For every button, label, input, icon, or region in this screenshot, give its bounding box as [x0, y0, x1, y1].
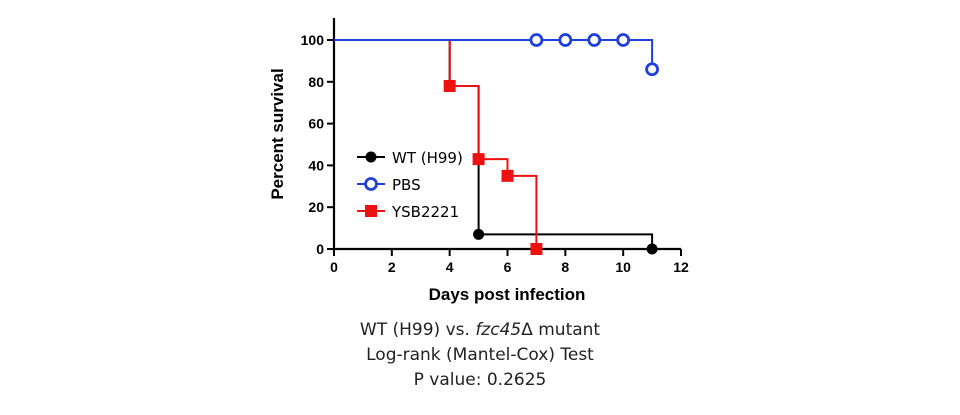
legend-label: PBS [392, 176, 421, 194]
x-tick-label: 12 [673, 259, 689, 275]
x-axis-label: Days post infection [429, 285, 586, 304]
data-point [587, 33, 602, 47]
y-tick-label: 80 [308, 74, 324, 90]
legend-label: WT (H99) [392, 149, 463, 167]
data-point [529, 33, 544, 47]
y-tick-label: 0 [316, 241, 324, 257]
survival-chart: 0 20 40 60 80 100 0 2 4 6 8 10 12 WT (H99) PBS YSB2221… [268, 18, 689, 304]
y-tick-label: 100 [301, 32, 325, 48]
caption-gene-name: fzc45 [475, 320, 522, 340]
caption-comparison: WT (H99) vs. fzc45Δ mutant [0, 320, 960, 340]
y-tick-label: 60 [308, 116, 324, 132]
x-tick-label: 4 [446, 259, 454, 275]
x-tick-label: 8 [561, 259, 569, 275]
legend-marker [365, 205, 377, 217]
caption-test-name: Log-rank (Mantel-Cox) Test [366, 345, 594, 365]
y-tick-label: 20 [308, 199, 324, 215]
legend-marker [365, 151, 377, 163]
series-line [334, 39, 654, 70]
data-point [473, 228, 485, 240]
data-point [530, 243, 543, 255]
y-axis-label: Percent survival [268, 68, 287, 199]
data-point [558, 33, 573, 47]
data-point [646, 243, 658, 255]
data-point [443, 79, 456, 92]
y-tick-label: 40 [308, 157, 324, 173]
data-point [501, 169, 514, 182]
x-tick-label: 0 [330, 259, 338, 275]
legend-marker [364, 177, 378, 191]
chart-legend: WT (H99) PBS YSB2221 [357, 149, 463, 221]
x-tick-label: 2 [388, 259, 396, 275]
data-point [616, 33, 631, 47]
series-line [448, 40, 538, 249]
x-tick-label: 6 [504, 259, 512, 275]
series-line [334, 39, 654, 249]
chart-axes: 0 20 40 60 80 100 0 2 4 6 8 10 12 [301, 18, 689, 275]
caption-comparison-prefix: WT (H99) vs. [359, 320, 476, 340]
data-point [645, 62, 659, 77]
data-point [472, 153, 485, 166]
caption-p-value: P value: 0.2625 [413, 370, 547, 390]
x-tick-label: 10 [615, 259, 631, 275]
caption-comparison-suffix: Δ mutant [521, 320, 601, 340]
legend-label: YSB2221 [391, 203, 459, 221]
chart-series [334, 33, 659, 255]
